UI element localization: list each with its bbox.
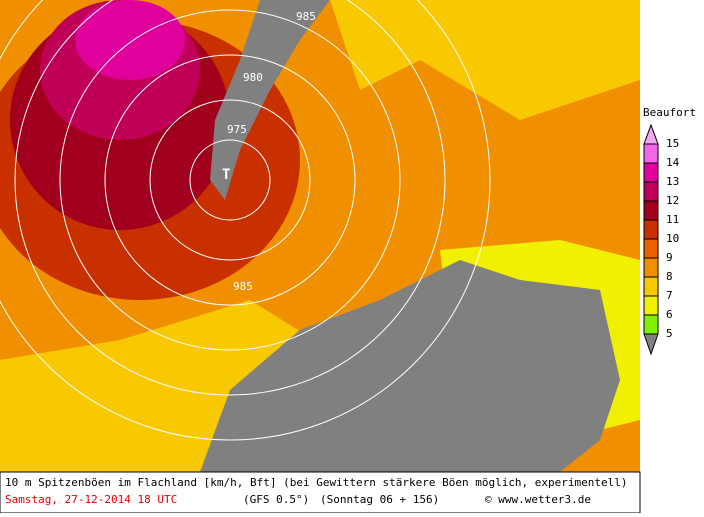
land	[210, 0, 330, 200]
legend-swatch	[643, 295, 659, 316]
legend-swatch	[643, 314, 659, 335]
legend-label: 9	[666, 251, 673, 264]
legend-swatch	[643, 181, 659, 202]
legend-label: 14	[666, 156, 680, 169]
caption-model: (GFS 0.5°)	[243, 493, 309, 506]
wind-zone	[330, 0, 640, 120]
legend-title: Beaufort	[643, 106, 696, 119]
isobar-label: 985	[296, 10, 316, 23]
legend-swatch	[643, 200, 659, 221]
legend-below	[643, 333, 659, 356]
legend-swatch	[643, 143, 659, 164]
caption-run: (Sonntag 06 + 156)	[320, 493, 439, 506]
isobar-label: 975	[227, 123, 247, 136]
legend-label: 15	[666, 137, 679, 150]
legend-swatch	[643, 219, 659, 240]
caption-date: Samstag, 27-12-2014 18 UTC	[5, 493, 177, 506]
caption-box	[0, 471, 641, 514]
legend-label: 7	[666, 289, 673, 302]
legend-label: 11	[666, 213, 679, 226]
legend-label: 10	[666, 232, 679, 245]
legend-label: 6	[666, 308, 673, 321]
low-marker: T	[222, 167, 230, 183]
isobars	[0, 0, 491, 441]
legend-swatch	[643, 257, 659, 278]
caption-line: 10 m Spitzenböen im Flachland [km/h, Bft…	[5, 476, 628, 489]
legend-label: 12	[666, 194, 679, 207]
legend-swatch	[643, 238, 659, 259]
map: 985 980 975 985 T	[0, 0, 640, 472]
isobar-label: 985	[233, 280, 253, 293]
isobar-label: 980	[243, 71, 263, 84]
wind-zone	[75, 0, 185, 80]
legend-label: 5	[666, 327, 673, 340]
legend-label: 13	[666, 175, 679, 188]
legend-label: 8	[666, 270, 673, 283]
legend-swatch	[643, 162, 659, 183]
caption-credit: © www.wetter3.de	[485, 493, 591, 506]
legend: 15 14 13 12 11 10 9 8 7 6 5	[643, 123, 680, 356]
land	[200, 260, 620, 472]
legend-swatch	[643, 276, 659, 297]
